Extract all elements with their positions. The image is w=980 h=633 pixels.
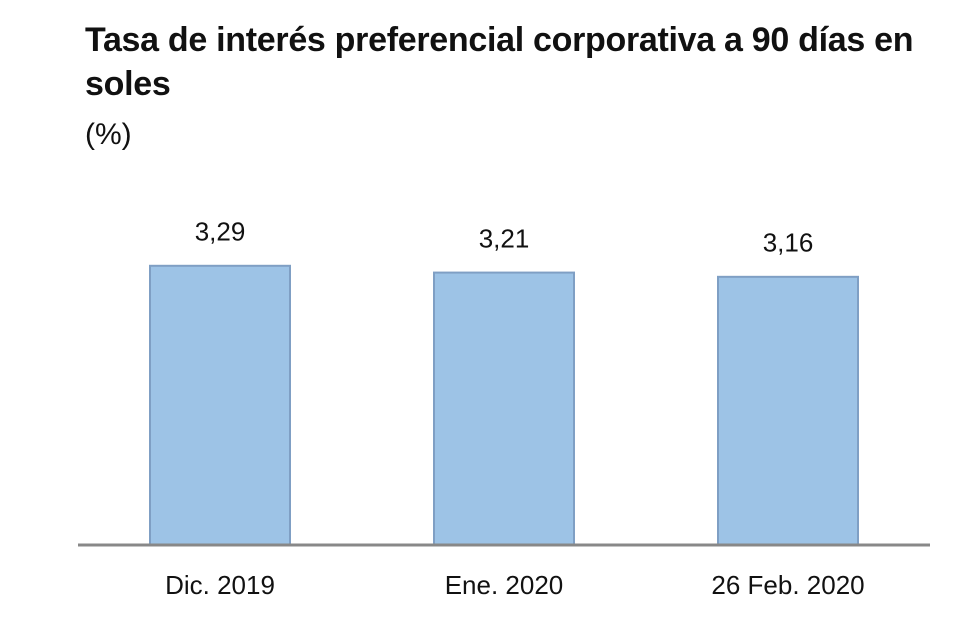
x-tick-label: Dic. 2019: [165, 570, 275, 600]
bar: [433, 271, 575, 546]
x-tick-label: Ene. 2020: [445, 570, 564, 600]
x-tick-label: 26 Feb. 2020: [711, 570, 864, 600]
bar: [717, 275, 859, 546]
chart-subtitle: (%): [85, 118, 132, 151]
bar: [149, 264, 291, 546]
data-label: 3,21: [479, 223, 530, 253]
chart-title: Tasa de interés preferencial corporativa…: [85, 21, 914, 103]
data-label: 3,16: [763, 228, 814, 258]
data-label: 3,29: [195, 217, 246, 247]
